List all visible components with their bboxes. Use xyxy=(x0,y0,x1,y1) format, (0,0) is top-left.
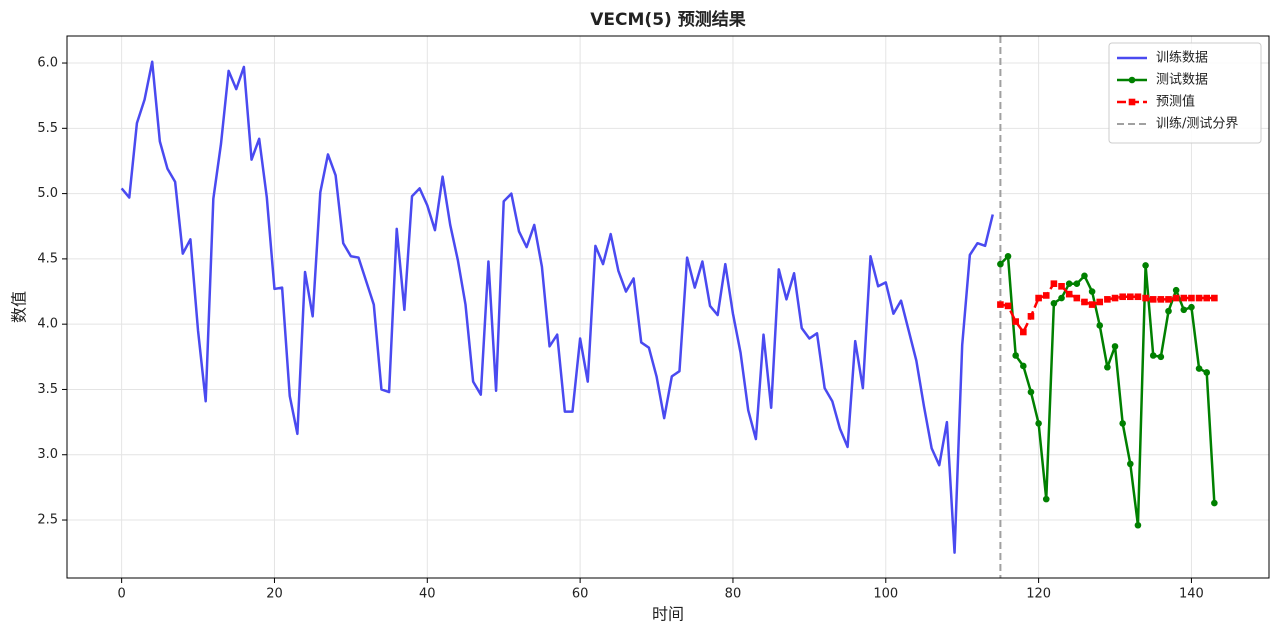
point xyxy=(1180,294,1188,302)
point xyxy=(1020,328,1027,336)
point xyxy=(1165,307,1172,315)
point xyxy=(1134,293,1142,301)
point xyxy=(1165,296,1172,303)
legend-label: 训练/测试分界 xyxy=(1156,117,1238,132)
point xyxy=(1035,294,1042,302)
chart-title: VECM(5) 预测结果 xyxy=(590,9,745,30)
point xyxy=(1172,294,1180,302)
point xyxy=(1081,298,1088,306)
y-axis-label: 数值 xyxy=(10,291,29,323)
plot-frame xyxy=(66,35,1270,579)
point xyxy=(1096,322,1104,329)
point xyxy=(1127,293,1134,301)
x-tick-label: 100 xyxy=(873,587,898,602)
point xyxy=(1172,286,1180,294)
y-tick-label: 5.0 xyxy=(37,186,58,201)
point xyxy=(1096,298,1104,306)
point xyxy=(1004,302,1012,310)
point xyxy=(1111,343,1119,350)
x-tick-label: 20 xyxy=(266,587,283,602)
point xyxy=(1203,369,1211,376)
x-tick-label: 40 xyxy=(419,587,436,602)
point xyxy=(1042,292,1050,299)
x-tick-label: 60 xyxy=(572,587,589,602)
point xyxy=(1104,363,1111,371)
legend-box xyxy=(1108,42,1262,144)
y-tick-label: 6.0 xyxy=(37,56,58,71)
point xyxy=(1180,306,1188,314)
point xyxy=(1119,420,1126,427)
y-tick-label: 2.5 xyxy=(37,513,58,528)
point xyxy=(1119,293,1126,301)
x-tick-label: 80 xyxy=(725,587,742,602)
point xyxy=(1027,388,1035,396)
point xyxy=(1157,296,1165,303)
point xyxy=(1027,313,1035,320)
point xyxy=(1157,353,1165,361)
point xyxy=(1020,362,1027,370)
y-tick-label: 5.5 xyxy=(37,121,58,136)
x-tick-label: 120 xyxy=(1026,587,1051,602)
legend-label: 训练数据 xyxy=(1156,51,1208,66)
point xyxy=(1058,294,1065,302)
x-tick-label: 140 xyxy=(1179,587,1204,602)
legend-label: 测试数据 xyxy=(1156,73,1208,88)
y-tick-label: 4.5 xyxy=(37,251,58,266)
point xyxy=(1211,294,1218,302)
point xyxy=(1050,280,1058,287)
point xyxy=(1128,98,1136,106)
point xyxy=(1149,296,1157,303)
point xyxy=(1012,352,1019,359)
point xyxy=(1065,280,1073,287)
point xyxy=(1035,420,1042,427)
point xyxy=(1058,283,1065,290)
point xyxy=(1128,76,1136,84)
y-tick-label: 3.5 xyxy=(37,382,58,397)
point xyxy=(1073,294,1081,302)
point xyxy=(997,260,1004,268)
point xyxy=(1203,294,1211,302)
point xyxy=(1188,294,1195,302)
point xyxy=(1111,294,1119,302)
x-tick-label: 0 xyxy=(117,587,125,602)
point xyxy=(997,301,1004,308)
y-tick-label: 3.0 xyxy=(37,447,58,462)
point xyxy=(1142,262,1149,269)
point xyxy=(1127,460,1134,468)
point xyxy=(1012,318,1019,325)
point xyxy=(1104,296,1111,303)
point xyxy=(1088,288,1096,295)
point xyxy=(1195,365,1203,372)
point xyxy=(1065,290,1073,298)
point xyxy=(1195,294,1203,302)
x-axis-label: 时间 xyxy=(652,605,684,624)
legend-label: 预测值 xyxy=(1156,94,1195,110)
point xyxy=(1211,499,1218,507)
point xyxy=(1081,272,1088,280)
point xyxy=(1050,299,1058,307)
point xyxy=(1004,252,1012,260)
point xyxy=(1149,352,1157,359)
point xyxy=(1042,495,1050,503)
point xyxy=(1134,521,1142,529)
point xyxy=(1088,301,1096,308)
point xyxy=(1073,280,1081,287)
series-line xyxy=(120,60,994,554)
y-tick-label: 4.0 xyxy=(37,317,58,332)
point xyxy=(1142,294,1149,302)
point xyxy=(1188,303,1195,311)
